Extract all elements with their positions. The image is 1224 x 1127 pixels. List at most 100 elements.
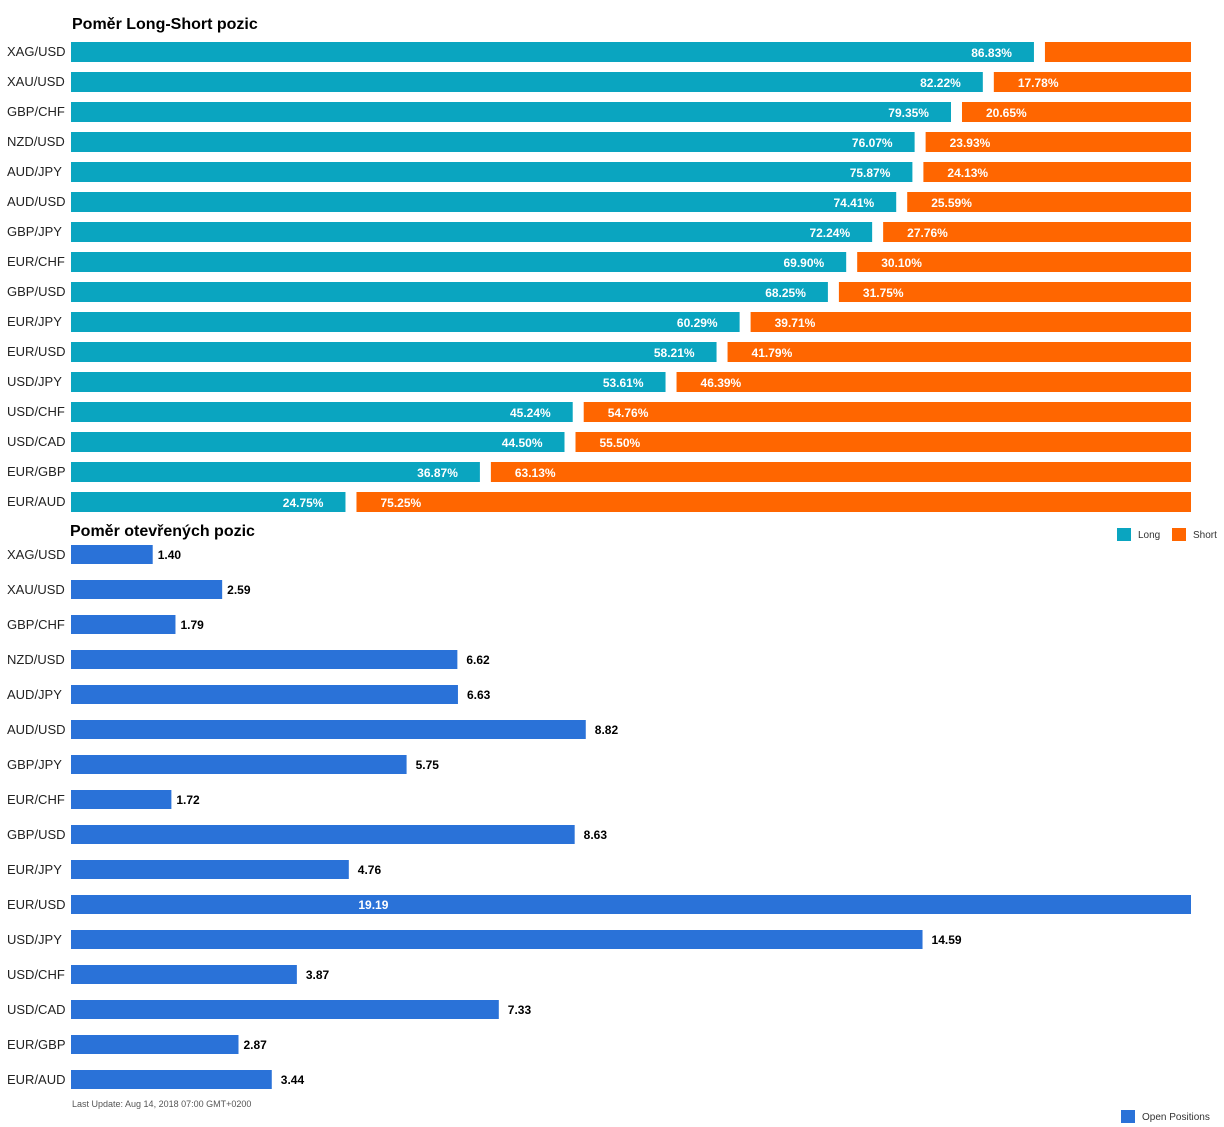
- legend-long-label: Long: [1138, 530, 1160, 541]
- short-value-label-aud-usd: 25.59%: [931, 196, 972, 210]
- long-bar-usd-cad: [71, 432, 565, 452]
- long-short-ratio-chart: Poměr Long-Short pozic XAG/USD 86.83% XAU/…: [7, 16, 1217, 541]
- long-value-label-gbp-chf: 79.35%: [888, 106, 929, 120]
- category-label-usd-chf: USD/CHF: [7, 404, 65, 419]
- open-positions-bar-eur-jpy: [71, 860, 349, 879]
- open-positions-value-label-gbp-chf: 1.79: [180, 618, 204, 632]
- short-value-label-usd-chf: 54.76%: [608, 406, 649, 420]
- open-positions-bar-eur-usd: [71, 895, 1191, 914]
- long-short-legend: Long Short: [1117, 528, 1217, 541]
- open-positions-bar-xag-usd: [71, 545, 153, 564]
- short-bar-eur-usd: [727, 342, 1191, 362]
- long-bar-eur-gbp: [71, 462, 480, 482]
- open-category-label-eur-usd: EUR/USD: [7, 897, 66, 912]
- long-value-label-gbp-jpy: 72.24%: [809, 226, 850, 240]
- category-label-xag-usd: XAG/USD: [7, 44, 66, 59]
- open-category-label-nzd-usd: NZD/USD: [7, 652, 65, 667]
- short-bar-eur-chf: [857, 252, 1191, 272]
- short-value-label-gbp-jpy: 27.76%: [907, 226, 948, 240]
- long-bar-gbp-jpy: [71, 222, 873, 242]
- category-label-eur-gbp: EUR/GBP: [7, 464, 66, 479]
- short-bar-gbp-usd: [838, 282, 1191, 302]
- open-positions-value-label-eur-usd: 19.19: [358, 898, 388, 912]
- short-value-label-usd-jpy: 46.39%: [701, 376, 742, 390]
- open-category-label-usd-chf: USD/CHF: [7, 967, 65, 982]
- open-category-label-gbp-jpy: GBP/JPY: [7, 757, 62, 772]
- open-positions-bar-aud-usd: [71, 720, 586, 739]
- open-positions-value-label-aud-jpy: 6.63: [467, 688, 491, 702]
- category-label-eur-chf: EUR/CHF: [7, 254, 65, 269]
- long-value-label-eur-chf: 69.90%: [783, 256, 824, 270]
- category-label-eur-usd: EUR/USD: [7, 344, 66, 359]
- open-positions-value-label-gbp-usd: 8.63: [584, 828, 608, 842]
- open-positions-bar-usd-jpy: [71, 930, 923, 949]
- open-positions-chart-title: Poměr otevřených pozic: [70, 523, 255, 540]
- open-positions-bar-gbp-jpy: [71, 755, 407, 774]
- open-positions-chart: Poměr otevřených pozic XAG/USD 1.40 XAU/US…: [7, 523, 1210, 1123]
- long-short-bars: XAG/USD 86.83% XAU/USD 82.22% 17.78% GBP/CHF 7…: [7, 42, 1191, 512]
- short-bar-xau-usd: [993, 72, 1191, 92]
- category-label-xau-usd: XAU/USD: [7, 74, 65, 89]
- open-category-label-eur-jpy: EUR/JPY: [7, 862, 62, 877]
- open-category-label-usd-cad: USD/CAD: [7, 1002, 66, 1017]
- open-positions-bar-gbp-usd: [71, 825, 575, 844]
- legend-short-label: Short: [1193, 530, 1217, 541]
- open-positions-bar-xau-usd: [71, 580, 223, 599]
- category-label-usd-cad: USD/CAD: [7, 434, 66, 449]
- open-category-label-eur-chf: EUR/CHF: [7, 792, 65, 807]
- open-category-label-gbp-usd: GBP/USD: [7, 827, 66, 842]
- open-positions-value-label-aud-usd: 8.82: [595, 723, 619, 737]
- long-bar-aud-usd: [71, 192, 897, 212]
- short-value-label-nzd-usd: 23.93%: [950, 136, 991, 150]
- legend-long-swatch: [1117, 528, 1131, 541]
- short-bar-xag-usd: [1044, 42, 1191, 62]
- short-value-label-gbp-chf: 20.65%: [986, 106, 1027, 120]
- short-bar-nzd-usd: [925, 132, 1191, 152]
- long-bar-aud-jpy: [71, 162, 913, 182]
- long-bar-xag-usd: [71, 42, 1034, 62]
- category-label-nzd-usd: NZD/USD: [7, 134, 65, 149]
- open-positions-bar-gbp-chf: [71, 615, 176, 634]
- short-value-label-xau-usd: 17.78%: [1018, 76, 1059, 90]
- short-bar-usd-chf: [583, 402, 1191, 422]
- short-bar-gbp-chf: [961, 102, 1191, 122]
- open-category-label-usd-jpy: USD/JPY: [7, 932, 62, 947]
- short-value-label-eur-chf: 30.10%: [881, 256, 922, 270]
- long-value-label-eur-aud: 24.75%: [283, 496, 324, 510]
- short-bar-eur-gbp: [490, 462, 1191, 482]
- long-value-label-gbp-usd: 68.25%: [765, 286, 806, 300]
- open-positions-bar-eur-gbp: [71, 1035, 239, 1054]
- open-positions-bar-eur-aud: [71, 1070, 272, 1089]
- open-positions-bar-usd-chf: [71, 965, 297, 984]
- long-bar-eur-usd: [71, 342, 717, 362]
- short-value-label-eur-jpy: 39.71%: [775, 316, 816, 330]
- long-value-label-aud-jpy: 75.87%: [850, 166, 891, 180]
- open-positions-bar-nzd-usd: [71, 650, 458, 669]
- category-label-eur-jpy: EUR/JPY: [7, 314, 62, 329]
- long-value-label-usd-cad: 44.50%: [502, 436, 543, 450]
- category-label-usd-jpy: USD/JPY: [7, 374, 62, 389]
- open-positions-value-label-usd-jpy: 14.59: [932, 933, 962, 947]
- open-positions-value-label-eur-gbp: 2.87: [244, 1038, 268, 1052]
- short-bar-usd-jpy: [676, 372, 1191, 392]
- open-category-label-gbp-chf: GBP/CHF: [7, 617, 65, 632]
- long-bar-eur-jpy: [71, 312, 740, 332]
- category-label-eur-aud: EUR/AUD: [7, 494, 66, 509]
- long-bar-eur-aud: [71, 492, 346, 512]
- long-bar-usd-jpy: [71, 372, 666, 392]
- open-positions-value-label-nzd-usd: 6.62: [466, 653, 490, 667]
- short-bar-aud-jpy: [923, 162, 1191, 182]
- long-value-label-nzd-usd: 76.07%: [852, 136, 893, 150]
- long-bar-nzd-usd: [71, 132, 915, 152]
- long-bar-eur-chf: [71, 252, 847, 272]
- category-label-gbp-jpy: GBP/JPY: [7, 224, 62, 239]
- open-positions-bar-eur-chf: [71, 790, 172, 809]
- open-positions-value-label-usd-chf: 3.87: [306, 968, 330, 982]
- long-value-label-aud-usd: 74.41%: [834, 196, 875, 210]
- category-label-gbp-chf: GBP/CHF: [7, 104, 65, 119]
- open-positions-value-label-xag-usd: 1.40: [158, 548, 182, 562]
- legend-open-positions-label: Open Positions: [1142, 1112, 1210, 1123]
- open-positions-value-label-gbp-jpy: 5.75: [416, 758, 440, 772]
- short-value-label-eur-aud: 75.25%: [380, 496, 421, 510]
- short-bar-gbp-jpy: [883, 222, 1191, 242]
